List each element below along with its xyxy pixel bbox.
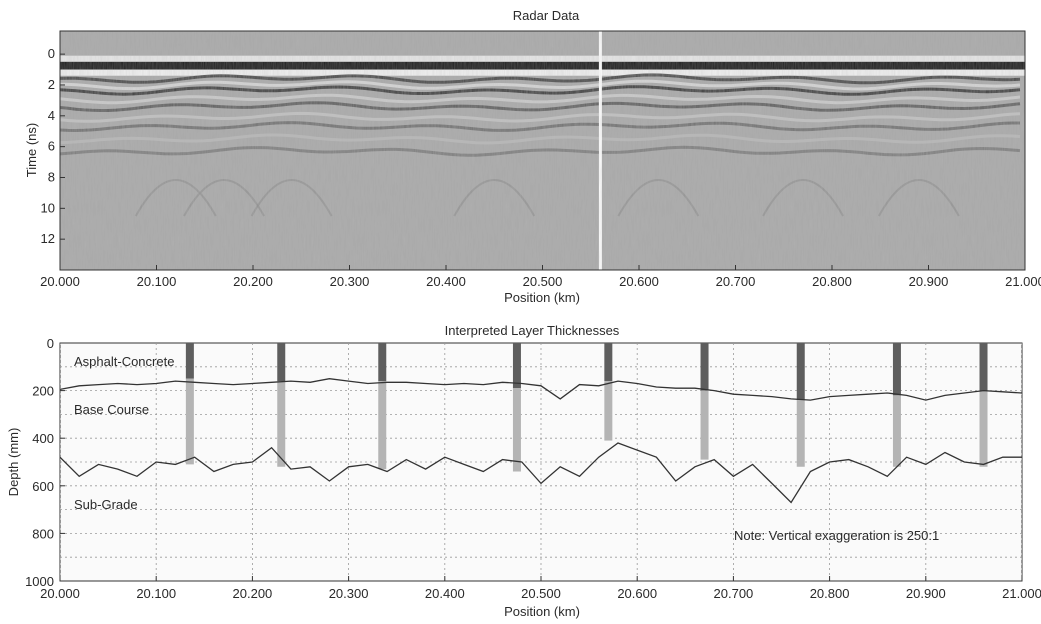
layers-x-tick-label: 20.300	[329, 586, 369, 601]
core-asphalt-segment	[512, 343, 521, 389]
core-base-segment	[796, 400, 805, 467]
layers-x-tick-label: 20.500	[521, 586, 561, 601]
radar-x-tick-label: 20.900	[909, 274, 949, 289]
radar-x-tick-label: 20.800	[812, 274, 852, 289]
radar-y-tick-label: 8	[48, 169, 55, 184]
core-base-segment	[979, 390, 988, 467]
layers-y-axis-label: Depth (mm)	[6, 428, 21, 497]
core-base-segment	[378, 381, 387, 470]
core-base-segment	[277, 381, 286, 467]
radar-x-tick-label: 20.700	[716, 274, 756, 289]
core-base-segment	[185, 378, 194, 465]
layers-x-tick-label: 20.000	[40, 586, 80, 601]
layers-y-tick-label: 0	[47, 336, 54, 351]
layers-panel: Interpreted Layer Thicknesses 0 200 400 600…	[6, 323, 1041, 619]
core-base-segment	[700, 390, 709, 460]
core-asphalt-segment	[796, 343, 805, 401]
layers-x-tick-label: 20.700	[714, 586, 754, 601]
layers-y-tick-label: 400	[32, 431, 54, 446]
core-asphalt-segment	[979, 343, 988, 391]
layers-x-tick-label: 20.200	[233, 586, 273, 601]
layer-label-sub-grade: Sub-Grade	[74, 497, 138, 512]
layers-x-tick-label: 20.400	[425, 586, 465, 601]
layers-y-tick-label: 200	[32, 384, 54, 399]
radar-x-tick-label: 20.000	[40, 274, 80, 289]
asphalt-base-interface-line	[60, 378, 1022, 401]
radar-y-axis-label: Time (ns)	[24, 123, 39, 177]
radar-y-tick-label: 10	[41, 200, 55, 215]
core-asphalt-segment	[604, 343, 613, 382]
layer-label-asphalt: Asphalt-Concrete	[74, 354, 174, 369]
radar-x-tick-label: 20.500	[523, 274, 563, 289]
layers-x-tick-label: 20.900	[906, 586, 946, 601]
radar-x-tick-label: 20.200	[233, 274, 273, 289]
radar-y-tick-label: 12	[41, 231, 55, 246]
layers-x-axis-label: Position (km)	[504, 604, 580, 619]
core-asphalt-segment	[378, 343, 387, 382]
radar-image	[60, 31, 1025, 270]
core-base-segment	[512, 388, 521, 472]
radar-x-tick-label: 20.300	[330, 274, 370, 289]
radar-y-tick-label: 2	[48, 77, 55, 92]
radar-x-tick-label: 20.400	[426, 274, 466, 289]
layers-x-tick-label: 20.800	[810, 586, 850, 601]
layers-x-tick-label: 21.000	[1002, 586, 1041, 601]
radar-title: Radar Data	[513, 8, 580, 23]
core-base-segment	[892, 395, 901, 467]
radar-y-tick-label: 6	[48, 139, 55, 154]
layers-y-tick-label: 600	[32, 479, 54, 494]
layers-x-tick-label: 20.100	[136, 586, 176, 601]
radar-panel: Radar Data 0 2 4 6 8 10 12 20.000 20.100 20.200 2…	[24, 8, 1041, 305]
layers-x-tick-label: 20.600	[617, 586, 657, 601]
radar-y-tick-label: 0	[48, 46, 55, 61]
core-asphalt-segment	[700, 343, 709, 391]
core-asphalt-segment	[892, 343, 901, 396]
layers-y-tick-label: 800	[32, 526, 54, 541]
core-asphalt-segment	[185, 343, 194, 379]
core-base-segment	[604, 381, 613, 441]
core-asphalt-segment	[277, 343, 286, 382]
exaggeration-note: Note: Vertical exaggeration is 250:1	[734, 528, 939, 543]
radar-y-tick-label: 4	[48, 108, 55, 123]
radar-x-tick-label: 20.100	[137, 274, 177, 289]
radar-x-tick-label: 20.600	[619, 274, 659, 289]
radar-x-axis-label: Position (km)	[504, 290, 580, 305]
radar-x-tick-label: 21.000	[1005, 274, 1041, 289]
layers-y-tick-label: 1000	[25, 574, 54, 589]
layers-title: Interpreted Layer Thicknesses	[445, 323, 620, 338]
base-subgrade-interface-line	[60, 442, 1022, 504]
layer-label-base-course: Base Course	[74, 402, 149, 417]
